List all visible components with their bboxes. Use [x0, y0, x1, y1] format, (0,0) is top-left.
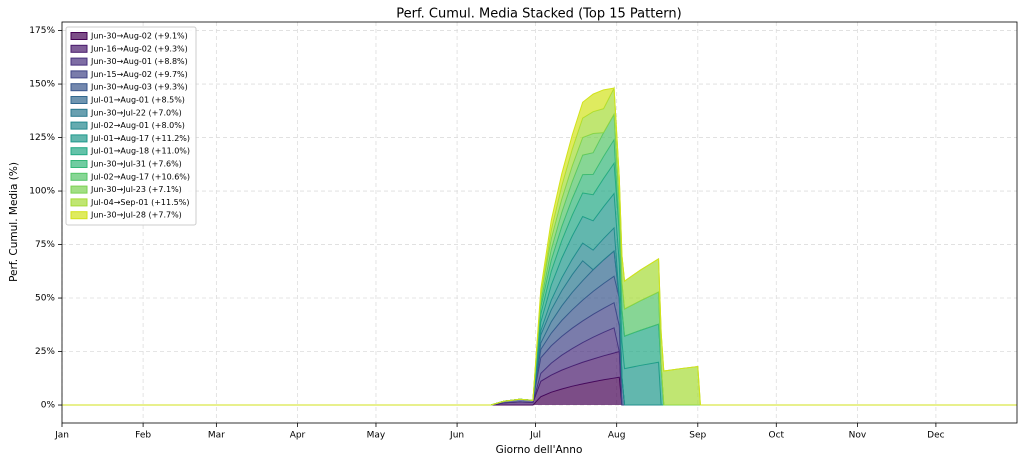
x-tick-label: Jun	[449, 431, 464, 441]
legend-label: Jul-02→Aug-01 (+8.0%)	[90, 121, 185, 130]
legend-label: Jun-15→Aug-02 (+9.7%)	[90, 70, 188, 79]
plot-frame	[61, 21, 1018, 424]
legend-swatch	[70, 57, 88, 66]
area-edge	[62, 87, 1017, 406]
legend-swatch	[70, 32, 88, 40]
y-tick-label: 50%	[35, 294, 55, 304]
legend-swatch	[70, 121, 88, 130]
legend-label: Jun-16→Aug-02 (+9.3%)	[90, 44, 188, 53]
x-tick-label: Mar	[208, 431, 225, 441]
legend-swatch	[70, 134, 88, 143]
chart-title: Perf. Cumul. Media Stacked (Top 15 Patte…	[396, 7, 681, 22]
legend-swatch	[70, 147, 88, 156]
legend-label: Jul-02→Aug-17 (+10.6%)	[90, 172, 190, 181]
legend: Jun-30→Aug-02 (+9.1%) Jun-16→Aug-02 (+9.3…	[65, 26, 197, 226]
legend-swatch	[70, 70, 88, 79]
x-tick-label: Jul	[529, 431, 541, 441]
y-axis-label: Perf. Cumul. Media (%)	[8, 162, 20, 282]
area	[62, 377, 1017, 406]
legend-swatch	[70, 172, 88, 181]
x-tick-label: Aug	[608, 431, 626, 441]
legend-label: Jun-30→Aug-02 (+9.1%)	[90, 32, 188, 41]
x-tick-label: Oct	[769, 431, 785, 441]
x-tick-label: May	[367, 431, 386, 441]
legend-swatch	[70, 108, 88, 117]
legend-swatch	[70, 96, 88, 104]
x-tick-label: Nov	[849, 431, 867, 441]
y-tick-label: 100%	[29, 187, 55, 197]
y-tick-label: 125%	[29, 133, 55, 143]
x-tick-label: Apr	[290, 431, 306, 441]
y-tick-label: 25%	[35, 347, 55, 357]
x-axis-label: Giorno dell'Anno	[496, 444, 583, 456]
legend-swatch	[70, 83, 88, 92]
legend-swatch	[70, 44, 88, 53]
legend-label: Jul-01→Aug-18 (+11.0%)	[90, 147, 190, 156]
legend-label: Jun-30→Jul-23 (+7.1%)	[90, 185, 182, 194]
legend-label: Jun-30→Jul-28 (+7.7%)	[90, 211, 182, 220]
legend-label: Jun-30→Jul-31 (+7.6%)	[90, 160, 182, 169]
legend-label: Jun-30→Jul-22 (+7.0%)	[90, 108, 182, 117]
legend-box	[65, 26, 197, 226]
legend-label: Jun-30→Aug-01 (+8.8%)	[90, 57, 188, 66]
legend-label: Jul-01→Aug-01 (+8.5%)	[90, 96, 185, 105]
y-tick-label: 150%	[29, 80, 55, 90]
axes: Jan Feb Mar Apr May Jun Jul Aug Sep Oct Nov Dec 0% 25…	[29, 26, 944, 440]
legend-swatch	[70, 198, 88, 207]
y-tick-label: 175%	[29, 26, 55, 36]
x-tick-label: Dec	[927, 431, 944, 441]
y-tick-label: 0%	[41, 401, 56, 411]
legend-label: Jul-01→Aug-17 (+11.2%)	[90, 134, 190, 143]
legend-swatch	[70, 160, 88, 168]
area	[62, 351, 1017, 406]
x-tick-label: Jan	[54, 431, 69, 441]
y-tick-label: 75%	[35, 240, 55, 250]
legend-label: Jun-30→Aug-03 (+9.3%)	[90, 83, 188, 92]
areas	[62, 86, 1017, 406]
legend-label: Jul-04→Sep-01 (+11.5%)	[90, 198, 189, 207]
x-tick-label: Feb	[135, 431, 151, 441]
legend-swatch	[70, 211, 88, 220]
x-tick-label: Sep	[689, 431, 706, 441]
legend-swatch	[70, 185, 88, 194]
